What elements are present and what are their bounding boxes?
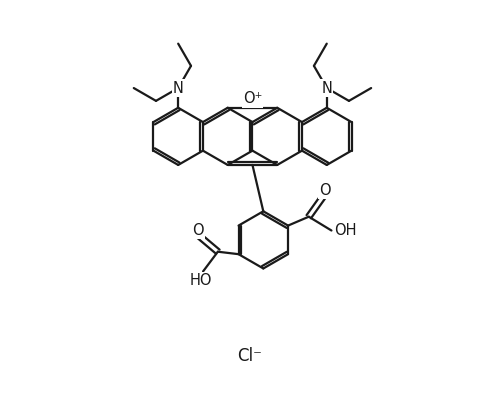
Text: O⁺: O⁺ xyxy=(243,92,262,107)
Text: Cl⁻: Cl⁻ xyxy=(238,347,262,365)
Text: HO: HO xyxy=(190,273,212,288)
Text: O: O xyxy=(192,222,204,237)
Text: N: N xyxy=(322,81,332,95)
Text: OH: OH xyxy=(334,223,356,238)
Text: N: N xyxy=(172,81,184,95)
Text: O: O xyxy=(318,183,330,198)
